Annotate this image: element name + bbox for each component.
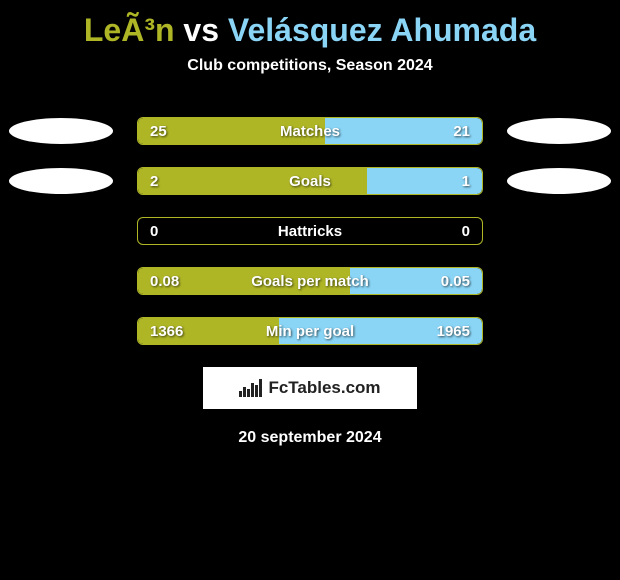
oval-spacer-right (507, 268, 611, 294)
stat-bar: 1366 Min per goal 1965 (137, 317, 483, 345)
stat-value-left: 0.08 (150, 273, 179, 290)
stat-value-left: 1366 (150, 323, 183, 340)
bar-fill-left (138, 168, 367, 194)
stat-value-right: 1965 (437, 323, 470, 340)
oval-spacer-left (9, 318, 113, 344)
oval-spacer-right (507, 218, 611, 244)
stat-value-left: 0 (150, 223, 158, 240)
oval-spacer-left (9, 268, 113, 294)
player-right-name: Velásquez Ahumada (228, 12, 536, 48)
chart-icon (239, 379, 262, 397)
stat-label: Goals per match (251, 273, 369, 290)
stat-bar: 0 Hattricks 0 (137, 217, 483, 245)
stat-value-right: 0 (462, 223, 470, 240)
stat-value-right: 1 (462, 173, 470, 190)
vs-text: vs (183, 12, 219, 48)
stat-value-right: 0.05 (441, 273, 470, 290)
subtitle: Club competitions, Season 2024 (0, 57, 620, 75)
stat-row: 25 Matches 21 (0, 117, 620, 145)
stat-value-right: 21 (453, 123, 470, 140)
stat-row: 0 Hattricks 0 (0, 217, 620, 245)
stat-label: Min per goal (266, 323, 354, 340)
stat-label: Hattricks (278, 223, 342, 240)
oval-spacer-right (507, 318, 611, 344)
player-left-name: LeÃ³n (84, 12, 175, 48)
comparison-title: LeÃ³n vs Velásquez Ahumada (0, 0, 620, 57)
stat-value-left: 25 (150, 123, 167, 140)
stat-row: 0.08 Goals per match 0.05 (0, 267, 620, 295)
stat-label: Goals (289, 173, 331, 190)
stat-row: 1366 Min per goal 1965 (0, 317, 620, 345)
oval-marker-left (9, 118, 113, 144)
footer-brand-box: FcTables.com (203, 367, 417, 409)
oval-marker-right (507, 168, 611, 194)
stat-bar: 0.08 Goals per match 0.05 (137, 267, 483, 295)
stats-rows: 25 Matches 21 2 Goals 1 0 Hattricks 0 0.08 Goals p… (0, 117, 620, 345)
oval-marker-right (507, 118, 611, 144)
footer-brand-text: FcTables.com (268, 378, 380, 398)
stat-bar: 2 Goals 1 (137, 167, 483, 195)
oval-marker-left (9, 168, 113, 194)
oval-spacer-left (9, 218, 113, 244)
footer-date: 20 september 2024 (0, 429, 620, 447)
stat-value-left: 2 (150, 173, 158, 190)
stat-bar: 25 Matches 21 (137, 117, 483, 145)
stat-label: Matches (280, 123, 340, 140)
stat-row: 2 Goals 1 (0, 167, 620, 195)
